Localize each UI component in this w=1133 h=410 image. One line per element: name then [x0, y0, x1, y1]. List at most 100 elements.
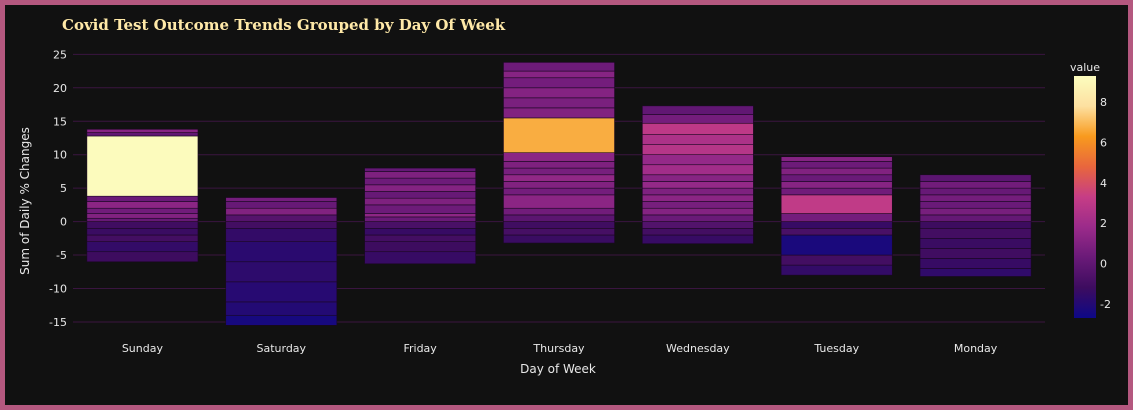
bar-segment [780, 264, 893, 276]
bar-segment [642, 214, 754, 222]
bar-segment [86, 217, 199, 222]
bar-segment [642, 122, 754, 135]
bar-segment [780, 174, 893, 182]
bar-segment [86, 251, 199, 263]
bar-segment [225, 207, 338, 216]
bar-segment [503, 152, 615, 162]
bar-segment [642, 227, 754, 236]
bar-segment [225, 301, 338, 316]
bar-segment [780, 161, 893, 169]
y-tick-label: 0 [60, 216, 67, 229]
x-tick-label: Sunday [122, 342, 164, 355]
colorbar-title: value [1070, 61, 1100, 74]
bar-segment [780, 194, 893, 214]
bar-segment [225, 221, 338, 229]
x-tick-label: Monday [954, 342, 998, 355]
bar-segment [364, 177, 476, 186]
bar-segment [780, 254, 893, 266]
bar-segment [225, 227, 338, 242]
colorbar-tick-label: -2 [1100, 298, 1111, 311]
bar-segment [642, 134, 754, 145]
bar-segment [919, 258, 1032, 269]
x-axis-title: Day of Week [520, 362, 596, 376]
bar-segment [642, 221, 754, 229]
y-tick-label: -15 [49, 316, 67, 329]
bar-segment [86, 213, 199, 219]
bar-segment [503, 181, 615, 189]
y-tick-labels: -15 -10 -5 0 5 10 15 20 25 [49, 48, 67, 329]
bar-segment [503, 97, 615, 109]
y-tick-label: 10 [53, 149, 67, 162]
bar-segment [364, 204, 476, 214]
bar-segment [503, 174, 615, 182]
x-tick-labels: Sunday Saturday Friday Thursday Wednesday Tue… [122, 342, 998, 355]
bar-segment [225, 197, 338, 202]
colorbar-tick-label: 4 [1100, 177, 1107, 190]
colorbar-tick-label: 2 [1100, 217, 1107, 230]
bar-segment [86, 241, 199, 253]
y-tick-label: -5 [56, 249, 67, 262]
bar-segment [225, 201, 338, 209]
bar-segment [86, 201, 199, 209]
bar-segment [642, 164, 754, 176]
bar-segment [86, 128, 199, 133]
colorbar: value -2 0 2 4 6 8 [1070, 61, 1111, 318]
bar-segment [503, 70, 615, 79]
bar-segment [364, 171, 476, 179]
bar-segment [364, 184, 476, 192]
bar-segment [503, 194, 615, 209]
bar-segment [642, 207, 754, 216]
bar-segment [919, 174, 1032, 182]
y-tick-label: 15 [53, 115, 67, 128]
bar-segment [780, 156, 893, 162]
bar-segment [364, 191, 476, 199]
bar-segment [642, 105, 754, 115]
bar-segment [86, 234, 199, 242]
bar-segment [86, 132, 199, 137]
bar-segment [503, 187, 615, 196]
bar-segment [86, 221, 199, 229]
bar-segment [503, 161, 615, 169]
bar-segment [503, 62, 615, 72]
bar-segment [780, 227, 893, 236]
bar-segment [642, 201, 754, 209]
bar-segment [780, 167, 893, 176]
colorbar-tick-label: 0 [1100, 258, 1107, 271]
bar-segment [919, 214, 1032, 222]
bar-segments [86, 62, 1032, 326]
x-tick-label: Thursday [532, 342, 585, 355]
bar-segment [503, 234, 615, 244]
colorbar-gradient [1074, 76, 1096, 318]
bar-segment [503, 117, 615, 153]
bar-segment [225, 261, 338, 283]
bar-segment [919, 194, 1032, 202]
bar-segment [780, 221, 893, 229]
bar-segment [780, 234, 893, 256]
bar-segment [225, 281, 338, 303]
bar-segment [503, 77, 615, 89]
bar-segment [225, 214, 338, 222]
colorbar-tick-label: 6 [1100, 137, 1107, 150]
bar-segment [919, 268, 1032, 277]
bar-segment [919, 201, 1032, 209]
bar-segment [919, 207, 1032, 216]
bar-segment [919, 187, 1032, 196]
bar-segment [364, 234, 476, 242]
bar-segment [642, 144, 754, 156]
bar-segment [642, 187, 754, 196]
x-tick-label: Wednesday [666, 342, 730, 355]
bar-segment [919, 248, 1032, 259]
colorbar-tick-label: 8 [1100, 96, 1107, 109]
y-tick-label: 25 [53, 48, 67, 61]
bar-segment [503, 207, 615, 216]
bar-segment [225, 241, 338, 263]
bar-segment [642, 234, 754, 244]
bar-segment [780, 181, 893, 189]
bar-segment [364, 221, 476, 229]
bar-segment [86, 207, 199, 214]
bar-segment [86, 227, 199, 236]
bar-segment [364, 167, 476, 172]
bar-segment [919, 181, 1032, 189]
x-tick-label: Friday [403, 342, 437, 355]
